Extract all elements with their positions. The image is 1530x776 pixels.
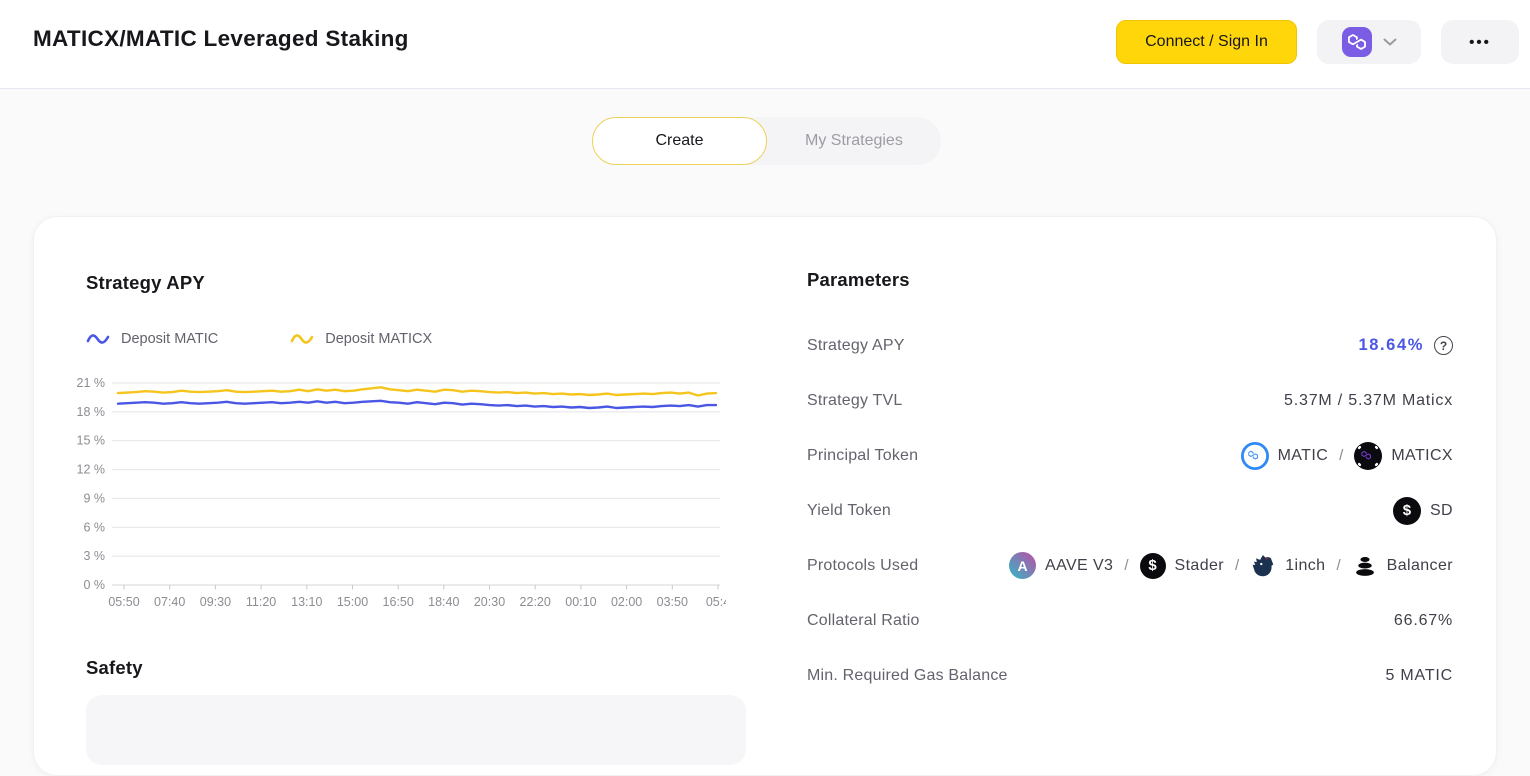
help-icon[interactable]: ?	[1434, 336, 1453, 355]
polygon-network-icon	[1341, 27, 1372, 57]
param-label: Collateral Ratio	[807, 611, 920, 629]
param-row-collateral-ratio: Collateral Ratio 66.67%	[807, 593, 1453, 648]
separator: /	[1235, 557, 1240, 574]
balancer-icon	[1352, 553, 1378, 579]
sd-token-icon: $	[1392, 496, 1421, 525]
svg-text:02:00: 02:00	[611, 595, 642, 609]
svg-text:09:30: 09:30	[200, 595, 231, 609]
legend-item-deposit-matic: Deposit MATIC	[86, 331, 218, 347]
svg-text:6 %: 6 %	[83, 520, 105, 534]
safety-panel	[86, 695, 746, 765]
svg-text:18 %: 18 %	[77, 405, 106, 419]
svg-text:00:10: 00:10	[565, 595, 596, 609]
svg-text:12 %: 12 %	[77, 463, 106, 477]
svg-text:18:40: 18:40	[428, 595, 459, 609]
svg-text:16:50: 16:50	[383, 595, 414, 609]
wave-marker-icon	[86, 334, 110, 344]
svg-text:21 %: 21 %	[77, 376, 106, 390]
separator: /	[1124, 557, 1129, 574]
parameters-title: Parameters	[807, 269, 910, 290]
legend-item-deposit-maticx: Deposit MATICX	[290, 331, 432, 347]
maticx-token-icon	[1354, 441, 1383, 470]
protocol-name: AAVE V3	[1045, 556, 1114, 574]
token-name: MATICX	[1391, 446, 1453, 464]
svg-text:15:00: 15:00	[337, 595, 368, 609]
token-name: SD	[1429, 501, 1453, 519]
chevron-down-icon	[1383, 38, 1397, 47]
svg-text:3 %: 3 %	[83, 549, 105, 563]
oneinch-icon	[1250, 553, 1276, 579]
protocol-name: Stader	[1174, 556, 1225, 574]
app-header: MATICX/MATIC Leveraged Staking Connect /…	[0, 0, 1530, 89]
param-label: Strategy APY	[807, 336, 905, 354]
param-label: Protocols Used	[807, 556, 919, 574]
strategy-apy-title: Strategy APY	[86, 272, 205, 293]
separator: /	[1336, 557, 1341, 574]
protocol-name: Balancer	[1386, 556, 1453, 574]
chart-legend: Deposit MATIC Deposit MATICX	[86, 331, 432, 347]
tab-create[interactable]: Create	[592, 117, 767, 165]
parameters-list: Strategy APY 18.64% ? Strategy TVL 5.37M…	[807, 318, 1453, 703]
param-label: Min. Required Gas Balance	[807, 666, 1008, 684]
svg-text:13:10: 13:10	[291, 595, 322, 609]
svg-text:05:4: 05:4	[706, 595, 726, 609]
svg-text:05:50: 05:50	[108, 595, 139, 609]
param-row-strategy-apy: Strategy APY 18.64% ?	[807, 318, 1453, 373]
aave-icon: A	[1009, 552, 1036, 579]
stader-icon: $	[1139, 552, 1166, 579]
protocol-name: 1inch	[1285, 556, 1326, 574]
legend-label: Deposit MATICX	[325, 331, 433, 347]
strategy-tabs: Create My Strategies	[592, 117, 941, 165]
strategy-apy-chart: 0 % 3 % 6 % 9 % 12 % 15 % 18 % 21 % 05:50 07:40 09…	[77, 376, 727, 609]
svg-text:20:30: 20:30	[474, 595, 505, 609]
collateral-ratio-value: 66.67%	[1393, 611, 1453, 629]
token-name: MATIC	[1277, 446, 1329, 464]
page-title: MATICX/MATIC Leveraged Staking	[33, 26, 409, 51]
param-row-protocols-used: Protocols Used A AAVE V3 / $ Stader / 1i…	[807, 538, 1453, 593]
network-selector[interactable]	[1317, 20, 1421, 64]
param-label: Strategy TVL	[807, 391, 903, 409]
strategy-tvl-value: 5.37M / 5.37M Maticx	[1284, 391, 1453, 409]
param-row-min-gas-balance: Min. Required Gas Balance 5 MATIC	[807, 648, 1453, 703]
separator: /	[1339, 447, 1344, 464]
more-menu-button[interactable]: •••	[1441, 20, 1519, 64]
param-row-yield-token: Yield Token $ SD	[807, 483, 1453, 538]
matic-token-icon	[1240, 441, 1269, 470]
tab-my-strategies[interactable]: My Strategies	[805, 132, 903, 149]
svg-text:07:40: 07:40	[154, 595, 185, 609]
wave-marker-icon	[290, 334, 314, 344]
connect-sign-in-button[interactable]: Connect / Sign In	[1116, 20, 1297, 64]
param-label: Yield Token	[807, 501, 892, 519]
strategy-apy-value: 18.64%	[1358, 336, 1424, 354]
param-row-principal-token: Principal Token MATIC /	[807, 428, 1453, 483]
svg-text:03:50: 03:50	[657, 595, 688, 609]
legend-label: Deposit MATIC	[121, 331, 219, 347]
param-row-strategy-tvl: Strategy TVL 5.37M / 5.37M Maticx	[807, 373, 1453, 428]
svg-text:15 %: 15 %	[77, 434, 106, 448]
svg-text:9 %: 9 %	[83, 491, 105, 505]
ellipsis-icon: •••	[1469, 33, 1491, 51]
svg-text:0 %: 0 %	[83, 578, 105, 592]
strategy-card: Strategy APY Deposit MATIC Deposit MATIC…	[33, 216, 1497, 776]
svg-text:22:20: 22:20	[520, 595, 551, 609]
safety-title: Safety	[86, 657, 143, 678]
svg-text:11:20: 11:20	[246, 595, 276, 609]
param-label: Principal Token	[807, 446, 919, 464]
min-gas-balance-value: 5 MATIC	[1385, 666, 1453, 684]
